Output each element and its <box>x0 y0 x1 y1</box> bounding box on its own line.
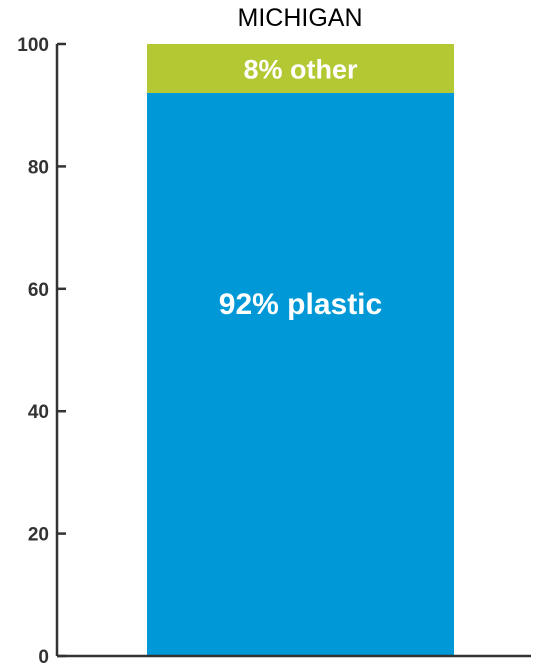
y-axis: 0 20 40 60 80 100 <box>17 35 66 668</box>
y-tick-label: 60 <box>28 280 49 301</box>
bar-segment-label: 92% plastic <box>219 288 382 321</box>
chart-title: MICHIGAN <box>238 4 363 32</box>
y-tick-label: 20 <box>28 525 49 546</box>
y-tick-label: 80 <box>28 157 49 178</box>
bar-segments: 92% plastic 8% other <box>147 44 454 656</box>
bar-segment <box>147 92 454 656</box>
bar-segment <box>147 44 454 93</box>
bar-segment-label: 8% other <box>243 54 358 84</box>
y-tick-label: 100 <box>17 35 49 56</box>
y-tick-label: 40 <box>28 402 49 423</box>
y-tick-label: 0 <box>38 647 49 668</box>
